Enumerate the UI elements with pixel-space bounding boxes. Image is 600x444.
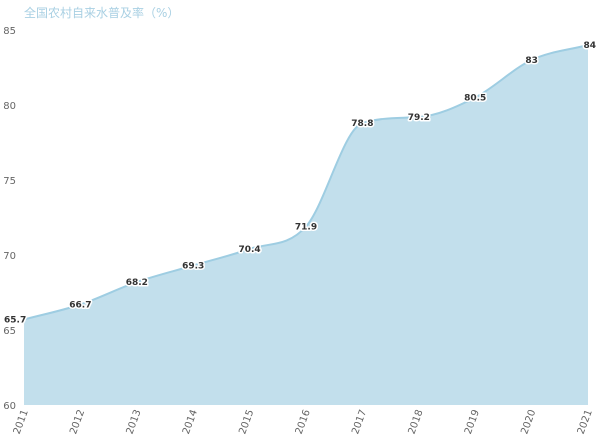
y-tick-label: 65	[3, 326, 16, 337]
x-tick-label: 2017	[350, 408, 369, 436]
x-tick-label: 2016	[294, 408, 313, 436]
data-label: 84	[583, 41, 596, 51]
x-tick-label: 2012	[68, 408, 87, 436]
x-tick-label: 2020	[519, 408, 538, 436]
area-layer	[23, 44, 589, 405]
data-label: 80.5	[464, 94, 486, 104]
x-tick-label: 2014	[181, 408, 200, 436]
y-tick-label: 85	[3, 26, 16, 37]
y-tick-label: 75	[3, 176, 16, 187]
y-tick-label: 70	[3, 251, 16, 262]
x-tick-label: 2011	[12, 408, 31, 436]
x-tick-label: 2021	[576, 408, 595, 436]
data-label-layer: 65.7 66.7 68.2 69.3 70.4 71.9 78.8 79.2 80.5 83 84	[3, 40, 598, 328]
chart-title: 全国农村自来水普及率（%）	[24, 6, 180, 20]
x-tick-label: 2018	[407, 408, 426, 436]
data-label: 83	[525, 56, 538, 66]
data-label: 79.2	[408, 113, 430, 123]
data-label: 78.8	[351, 119, 373, 129]
data-label: 69.3	[182, 262, 204, 272]
x-tick-label: 2019	[463, 408, 482, 436]
data-label: 66.7	[69, 301, 91, 311]
data-label: 70.4	[238, 245, 260, 255]
x-tick-label: 2013	[125, 408, 144, 436]
data-label: 65.7	[4, 316, 26, 326]
y-tick-label: 80	[3, 101, 16, 112]
area-fill	[24, 45, 588, 405]
y-tick-label: 60	[3, 401, 16, 412]
x-tick-label: 2015	[237, 408, 256, 436]
data-label: 71.9	[295, 223, 317, 233]
series-line	[23, 44, 589, 321]
data-label: 68.2	[126, 278, 148, 288]
